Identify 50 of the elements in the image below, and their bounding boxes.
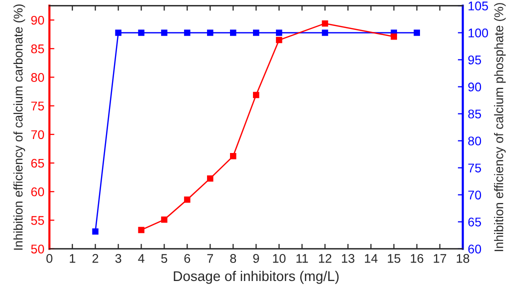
y2-tick-label: 75 <box>468 164 482 172</box>
y-tick-label: 60 <box>31 187 44 196</box>
y2-tick-label: 100 <box>468 28 488 38</box>
y2-tick-label: 80 <box>468 136 482 146</box>
x-tick-label: 1 <box>70 254 76 263</box>
x-tick-label: 3 <box>115 254 122 263</box>
point <box>207 175 214 182</box>
point <box>322 20 328 27</box>
x-tick-label: 12 <box>319 254 332 263</box>
x-tick-label: 13 <box>342 254 354 263</box>
x-tick-label: 0 <box>46 254 52 263</box>
y-tick-label: 70 <box>31 130 44 140</box>
x-tick-label: 16 <box>410 254 424 263</box>
y-tick-label: 65 <box>31 158 44 168</box>
point <box>184 196 190 203</box>
x-tick-label: 4 <box>138 254 144 263</box>
point <box>252 92 260 98</box>
x-axis-title: Dosage of inhibitors (mg/L) <box>174 270 339 284</box>
x-tick-label: 18 <box>456 254 470 263</box>
x-tick-label: 10 <box>273 254 286 263</box>
x-tick-label: 8 <box>230 254 236 263</box>
x-tick-label: 7 <box>207 254 214 263</box>
y2-tick-label: 65 <box>468 218 482 226</box>
y-tick-label: 55 <box>31 216 44 225</box>
y2-tick-label: 95 <box>468 56 482 64</box>
y-tick-label: 50 <box>31 244 44 254</box>
y-tick-label: 75 <box>31 102 44 110</box>
x-tick-label: 2 <box>92 254 98 263</box>
point <box>276 36 282 44</box>
y2-tick-label: 90 <box>468 82 482 92</box>
point <box>390 33 398 40</box>
y-tick-label: 90 <box>31 16 44 25</box>
point <box>230 153 236 160</box>
y2-axis-title: Inhibition efficiency of calcium phosphate (%) <box>494 3 506 252</box>
x-tick-label: 11 <box>296 254 308 263</box>
x-tick-label: 14 <box>364 254 378 263</box>
y2-tick-label: 60 <box>468 244 482 254</box>
point <box>161 216 168 223</box>
y-tick-label: 85 <box>31 44 44 54</box>
point <box>138 226 144 234</box>
x-tick-label: 6 <box>184 254 190 263</box>
x-tick-label: 5 <box>161 254 168 263</box>
x-tick-label: 15 <box>388 254 400 263</box>
y-tick-label: 80 <box>31 73 44 82</box>
y2-tick-label: 70 <box>468 190 482 200</box>
y2-tick-label: 105 <box>468 2 488 10</box>
y-axis-title: Inhibition efficiency of calcium carbonate (%) <box>13 4 26 250</box>
y2-tick-label: 85 <box>468 110 482 118</box>
x-tick-label: 17 <box>434 254 446 263</box>
x-tick-label: 9 <box>253 254 259 263</box>
